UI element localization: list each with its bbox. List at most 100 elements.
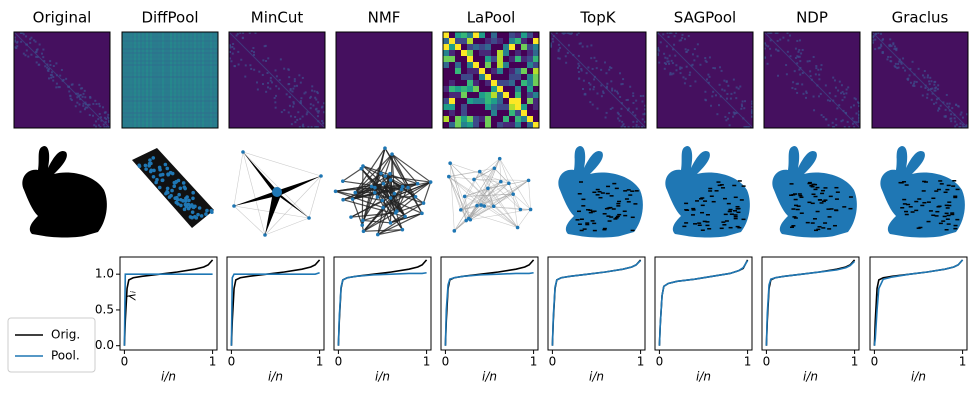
image-cell — [467, 80, 474, 87]
graph-edge — [361, 186, 373, 226]
bunny-dot — [588, 211, 593, 214]
image-cell — [724, 115, 727, 118]
bunny-dot — [946, 184, 951, 187]
image-cell — [315, 98, 318, 101]
bunny-dot — [819, 202, 824, 204]
image-cell — [78, 83, 81, 86]
image-cell — [828, 92, 831, 95]
image-cell — [841, 119, 844, 122]
image-cell — [24, 54, 27, 57]
image-cell — [315, 126, 318, 128]
bunny-dot — [602, 227, 607, 230]
image-cell — [533, 122, 540, 129]
image-cell — [741, 100, 744, 103]
bunny-dot — [821, 200, 826, 203]
image-cell — [850, 106, 853, 109]
bunny-dot — [722, 197, 727, 200]
image-cell — [103, 111, 106, 114]
image-cell — [292, 101, 295, 104]
image-cell — [632, 120, 635, 123]
image-cell — [99, 126, 102, 128]
image-cell — [900, 62, 903, 65]
image-cell — [550, 42, 552, 45]
image-cell — [720, 69, 723, 72]
image-cell — [961, 123, 964, 126]
graph-arm — [273, 192, 309, 218]
image-cell — [47, 77, 50, 80]
graph-node — [420, 211, 424, 216]
bunny-dot — [616, 202, 621, 205]
bunny-dot — [809, 184, 814, 187]
image-cell — [491, 50, 498, 57]
image-cell — [605, 85, 608, 88]
image-cell — [767, 32, 770, 34]
image-cell — [787, 39, 790, 42]
bunny-dot — [707, 228, 712, 230]
image-cell — [497, 62, 504, 69]
image-cell — [35, 61, 38, 64]
series-line — [123, 259, 214, 346]
image-stripe — [122, 116, 218, 118]
image-cell — [819, 68, 822, 71]
image-cell — [449, 38, 456, 45]
image-cell — [684, 77, 687, 80]
image-cell — [717, 104, 720, 107]
image-cell — [491, 44, 498, 51]
image-cell — [449, 68, 456, 75]
image-cell — [50, 76, 53, 79]
image-cell — [728, 124, 731, 127]
image-cell — [579, 42, 582, 45]
image-cell — [881, 39, 884, 42]
graph-node — [188, 204, 192, 209]
graph-edge — [470, 193, 514, 221]
image-cell — [515, 44, 522, 51]
graph-node — [499, 179, 503, 184]
image-cell — [280, 111, 283, 114]
image-cell — [288, 76, 291, 79]
image-cell — [896, 67, 899, 70]
image-cell — [725, 80, 728, 83]
image-cell — [557, 48, 560, 51]
image-cell — [809, 74, 812, 77]
image-cell — [84, 96, 87, 99]
image-cell — [608, 66, 611, 69]
graph-node — [307, 216, 311, 220]
image-cell — [725, 97, 728, 100]
image-cell — [960, 111, 963, 114]
image-cell — [824, 118, 827, 121]
image-cell — [641, 126, 644, 128]
bunny-dot — [690, 214, 695, 216]
image-cell — [533, 68, 540, 75]
bunny-dot — [835, 191, 840, 193]
image-cell — [449, 86, 456, 93]
graph-edge — [528, 180, 531, 210]
x-tick-label: 1 — [423, 355, 431, 369]
image-cell — [467, 56, 474, 63]
x-tick-label: 0 — [335, 355, 343, 369]
image-cell — [745, 126, 748, 128]
image-cell — [558, 46, 561, 49]
image-cell — [491, 122, 498, 129]
image-cell — [455, 98, 462, 105]
image-cell — [889, 56, 892, 59]
image-cell — [937, 107, 940, 110]
adjacency-image — [13, 31, 111, 129]
graph-node — [167, 195, 172, 199]
image-cell — [467, 62, 474, 69]
image-cell — [283, 67, 286, 70]
image-cell — [858, 105, 860, 108]
series-line — [230, 271, 320, 346]
image-cell — [775, 48, 778, 51]
image-cell — [872, 39, 875, 42]
image-cell — [244, 64, 247, 67]
image-cell — [497, 122, 504, 129]
image-cell — [274, 94, 277, 97]
image-cell — [443, 44, 450, 51]
image-cell — [527, 116, 534, 123]
bunny-shape — [665, 146, 750, 238]
bunny-dot — [609, 195, 614, 197]
image-cell — [309, 103, 312, 106]
image-cell — [94, 120, 97, 123]
bunny-dot — [947, 201, 952, 203]
